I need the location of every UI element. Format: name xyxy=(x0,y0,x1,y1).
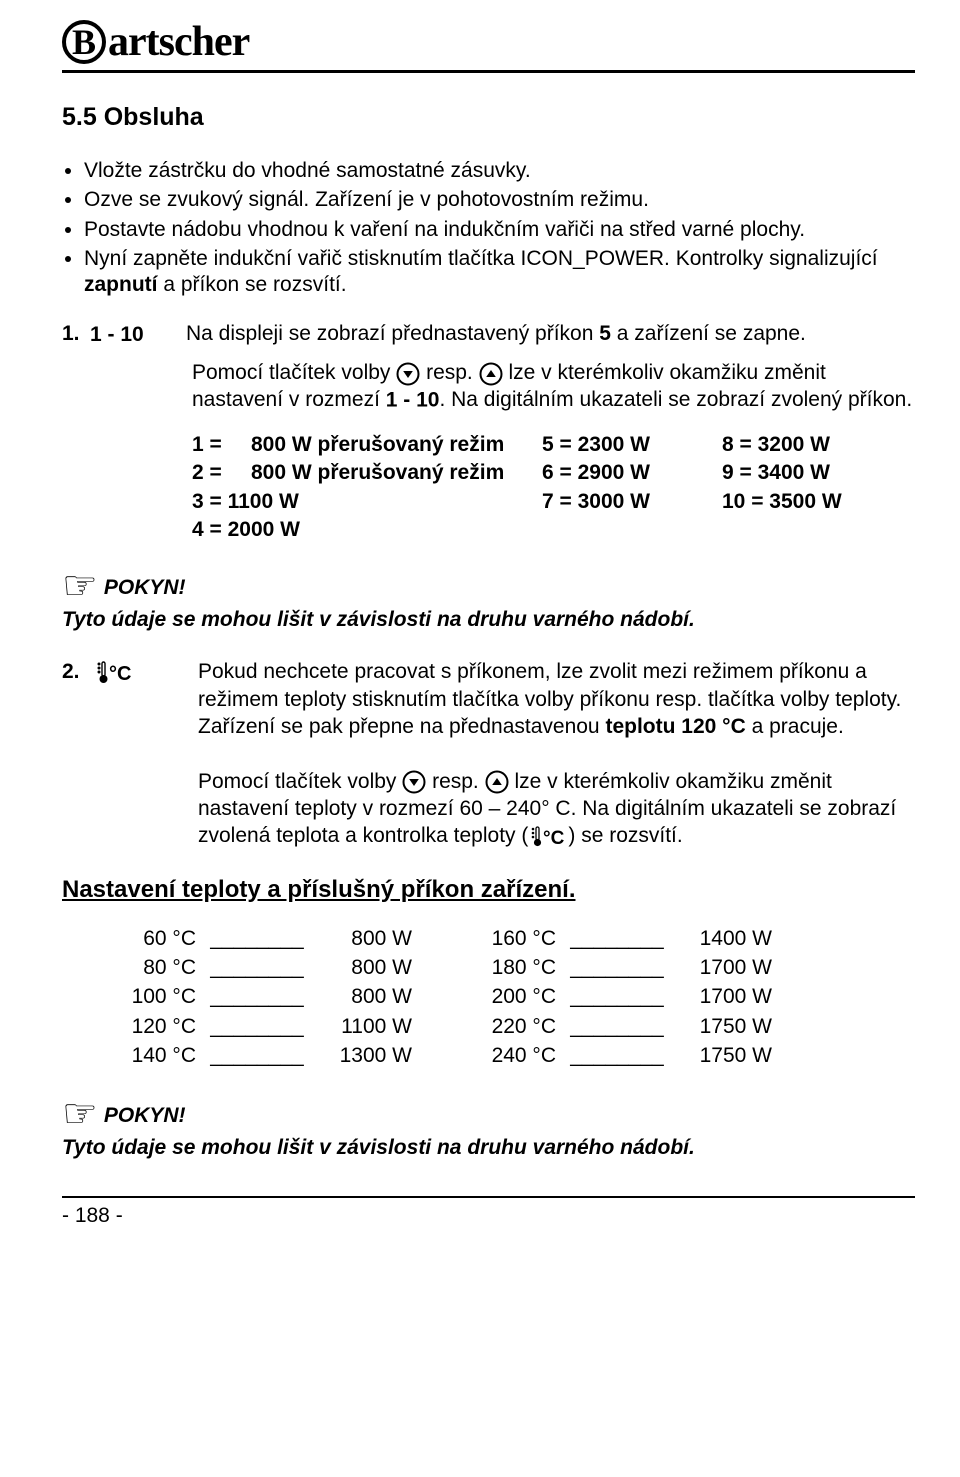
watt-cell: 1300 W xyxy=(312,1041,482,1070)
step-2-number: 2. xyxy=(62,658,92,685)
hint-row-1: ☞ POKYN! xyxy=(62,568,915,608)
watt-cell: 800 W xyxy=(312,982,482,1011)
power-col-2: 6 = 2900 W xyxy=(542,459,722,487)
table-row: 100 °C________800 W200 °C________1700 W xyxy=(122,982,915,1011)
pokyn-label-1: POKYN! xyxy=(104,576,186,600)
table-row: 80 °C________800 W180 °C________1700 W xyxy=(122,953,915,982)
step-2-para-1: Pokud nechcete pracovat s příkonem, lze … xyxy=(198,660,901,738)
dash: ________ xyxy=(202,1041,312,1070)
power-col-3: 10 = 3500 W xyxy=(722,488,892,516)
dash: ________ xyxy=(202,982,312,1011)
temp-cell: 240 °C xyxy=(482,1041,562,1070)
table-row: 3 = 1100 W7 = 3000 W10 = 3500 W xyxy=(192,488,915,516)
pointing-hand-icon: ☞ xyxy=(62,566,98,606)
range-1-10-icon: 1 - 10 xyxy=(90,322,150,348)
brand-logo: B artscher xyxy=(62,18,915,66)
temp-power-table: 60 °C________800 W160 °C________1400 W80… xyxy=(122,924,915,1071)
thermometer-celsius-icon: °C xyxy=(528,825,568,849)
step-1-number: 1. xyxy=(62,322,90,346)
pokyn-text-1: Tyto údaje se mohou lišit v závislosti n… xyxy=(62,608,915,632)
watt-cell: 800 W xyxy=(312,924,482,953)
thermometer-celsius-icon: °C xyxy=(92,660,132,686)
dash: ________ xyxy=(562,953,672,982)
watt-cell: 1100 W xyxy=(312,1012,482,1041)
watt-cell: 1750 W xyxy=(672,1041,772,1070)
temp-cell: 140 °C xyxy=(122,1041,202,1070)
buttons-paragraph: Pomocí tlačítek volby resp. lze v kterém… xyxy=(192,360,915,413)
logo-badge: B xyxy=(62,20,106,64)
arrow-down-icon xyxy=(402,770,426,794)
range-label: 1 - 10 xyxy=(90,322,150,348)
logo-letter: B xyxy=(72,24,96,60)
temp-cell: 200 °C xyxy=(482,982,562,1011)
hint-row-2: ☞ POKYN! xyxy=(62,1096,915,1136)
temp-cell: 180 °C xyxy=(482,953,562,982)
watt-cell: 1400 W xyxy=(672,924,772,953)
power-col-2 xyxy=(542,516,722,544)
table-row: 140 °C________1300 W240 °C________1750 W xyxy=(122,1041,915,1070)
power-col-3: 9 = 3400 W xyxy=(722,459,892,487)
page: B artscher 5.5 Obsluha Vložte zástrčku d… xyxy=(0,0,960,1477)
power-col-1: 2 = 800 W přerušovaný režim xyxy=(192,459,542,487)
list-item: Postavte nádobu vhodnou k vaření na indu… xyxy=(84,217,915,243)
temp-heading: Nastavení teploty a příslušný příkon zař… xyxy=(62,876,915,904)
svg-text:°C: °C xyxy=(543,828,565,849)
arrow-up-icon xyxy=(485,770,509,794)
list-item: Ozve se zvukový signál. Zařízení je v po… xyxy=(84,187,915,213)
watt-cell: 1750 W xyxy=(672,1012,772,1041)
arrow-down-icon xyxy=(396,362,420,386)
list-item: Vložte zástrčku do vhodné samostatné zás… xyxy=(84,158,915,184)
arrow-up-icon xyxy=(479,362,503,386)
bottom-rule xyxy=(62,1196,915,1198)
top-rule xyxy=(62,70,915,73)
pokyn-label-2: POKYN! xyxy=(104,1104,186,1128)
temp-cell: 220 °C xyxy=(482,1012,562,1041)
svg-text:1 - 10: 1 - 10 xyxy=(90,323,144,346)
page-number: - 188 - xyxy=(62,1204,915,1228)
table-row: 2 = 800 W přerušovaný režim6 = 2900 W9 =… xyxy=(192,459,915,487)
section-title: 5.5 Obsluha xyxy=(62,103,915,132)
logo-text: artscher xyxy=(108,18,249,66)
power-col-1: 1 = 800 W přerušovaný režim xyxy=(192,431,542,459)
power-col-1: 4 = 2000 W xyxy=(192,516,542,544)
table-row: 120 °C________1100 W220 °C________1750 W xyxy=(122,1012,915,1041)
dash: ________ xyxy=(202,1012,312,1041)
temp-cell: 120 °C xyxy=(122,1012,202,1041)
bullet-list: Vložte zástrčku do vhodné samostatné zás… xyxy=(62,158,915,298)
watt-cell: 1700 W xyxy=(672,982,772,1011)
temp-cell: 60 °C xyxy=(122,924,202,953)
temp-cell: 160 °C xyxy=(482,924,562,953)
dash: ________ xyxy=(202,953,312,982)
power-col-3 xyxy=(722,516,892,544)
dash: ________ xyxy=(202,924,312,953)
list-item: Nyní zapněte indukční vařič stisknutím t… xyxy=(84,246,915,299)
power-col-2: 5 = 2300 W xyxy=(542,431,722,459)
watt-cell: 800 W xyxy=(312,953,482,982)
step-1-text: Na displeji se zobrazí přednastavený pří… xyxy=(186,322,915,346)
temp-cell: 80 °C xyxy=(122,953,202,982)
table-row: 60 °C________800 W160 °C________1400 W xyxy=(122,924,915,953)
temp-cell: 100 °C xyxy=(122,982,202,1011)
step-1-line: 1. 1 - 10 Na displeji se zobrazí přednas… xyxy=(62,322,915,348)
step-2-line: 2. °C Pokud nechcete pracovat s příkonem… xyxy=(62,658,915,849)
pointing-hand-icon: ☞ xyxy=(62,1094,98,1134)
dash: ________ xyxy=(562,924,672,953)
table-row: 1 = 800 W přerušovaný režim5 = 2300 W8 =… xyxy=(192,431,915,459)
step-2-body: Pokud nechcete pracovat s příkonem, lze … xyxy=(198,658,915,849)
power-col-1: 3 = 1100 W xyxy=(192,488,542,516)
pokyn-text-2: Tyto údaje se mohou lišit v závislosti n… xyxy=(62,1136,915,1160)
dash: ________ xyxy=(562,1041,672,1070)
svg-text:°C: °C xyxy=(109,663,131,685)
power-col-3: 8 = 3200 W xyxy=(722,431,892,459)
dash: ________ xyxy=(562,1012,672,1041)
step-2-para-2: Pomocí tlačítek volby resp. lze v kterém… xyxy=(198,770,896,848)
power-level-table: 1 = 800 W přerušovaný režim5 = 2300 W8 =… xyxy=(192,431,915,544)
dash: ________ xyxy=(562,982,672,1011)
watt-cell: 1700 W xyxy=(672,953,772,982)
thermo-c-icon: °C xyxy=(92,658,132,685)
table-row: 4 = 2000 W xyxy=(192,516,915,544)
power-col-2: 7 = 3000 W xyxy=(542,488,722,516)
